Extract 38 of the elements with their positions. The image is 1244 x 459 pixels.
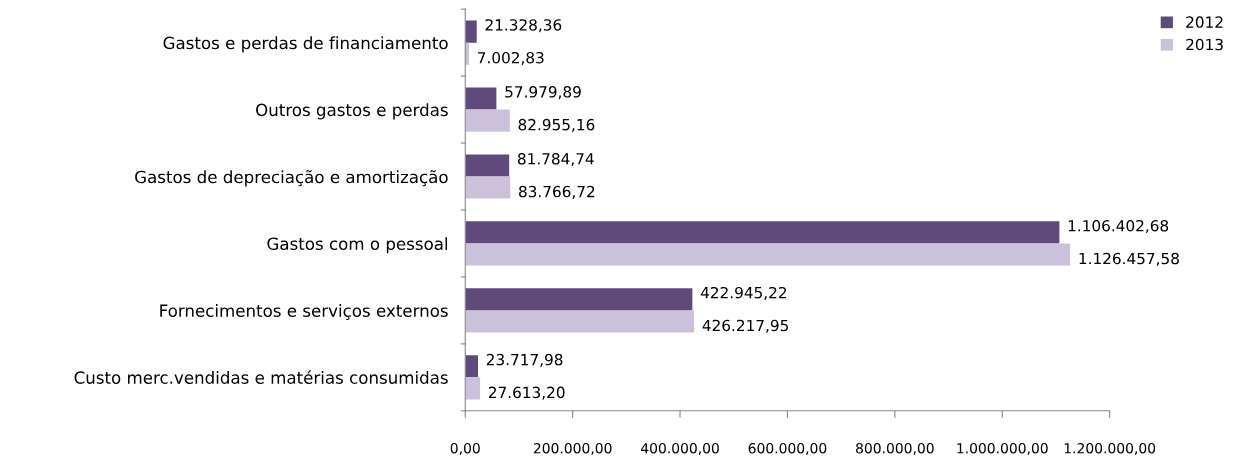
data-label: 1.126.457,58 (1079, 252, 1179, 266)
data-label: 57.979,89 (505, 86, 581, 100)
y-tick-label: Custo merc.vendidas e matérias consumidas (74, 370, 448, 384)
x-tick-label: 600.000,00 (748, 442, 827, 455)
data-label: 83.766,72 (519, 185, 595, 199)
x-tick-label: 1.200.000,00 (1064, 442, 1156, 455)
data-label: 23.717,98 (486, 353, 563, 367)
y-tick-label: Gastos de depreciação e amortização (135, 170, 448, 187)
bar (465, 243, 1071, 266)
y-tick-label: Gastos com o pessoal (267, 237, 448, 254)
bar (465, 20, 477, 43)
x-tick-label: 1.000.000,00 (957, 442, 1048, 455)
legend-label: 2013 (1186, 38, 1223, 51)
y-tick-label: Fornecimentos e serviços externos (160, 304, 448, 320)
bar (465, 176, 511, 199)
x-tick-label: 400.000,00 (640, 442, 719, 455)
data-label: 422.945,22 (700, 286, 787, 300)
bar (465, 355, 478, 378)
data-label: 7.002,83 (478, 51, 544, 66)
legend-label: 2012 (1186, 16, 1223, 28)
bar (465, 288, 693, 311)
data-label: 1.106.402,68 (1068, 219, 1169, 234)
x-tick-label: 0,00 (450, 442, 480, 455)
bar (465, 154, 510, 177)
y-tick-label: Gastos e perdas de financiamento (163, 36, 448, 53)
bar (465, 109, 510, 132)
data-label: 82.955,16 (518, 118, 595, 132)
data-label: 27.613,20 (488, 386, 565, 400)
bar (465, 377, 481, 400)
data-label: 426.217,95 (702, 319, 789, 333)
bar (465, 87, 497, 110)
y-tick-label: Outros gastos e perdas (256, 103, 448, 120)
data-label: 81.784,74 (517, 153, 594, 167)
data-label: 21.328,36 (485, 19, 562, 33)
x-tick-label: 200.000,00 (533, 442, 612, 455)
bar (465, 310, 695, 333)
x-tick-label: 800.000,00 (856, 442, 934, 455)
bar (465, 221, 1060, 244)
